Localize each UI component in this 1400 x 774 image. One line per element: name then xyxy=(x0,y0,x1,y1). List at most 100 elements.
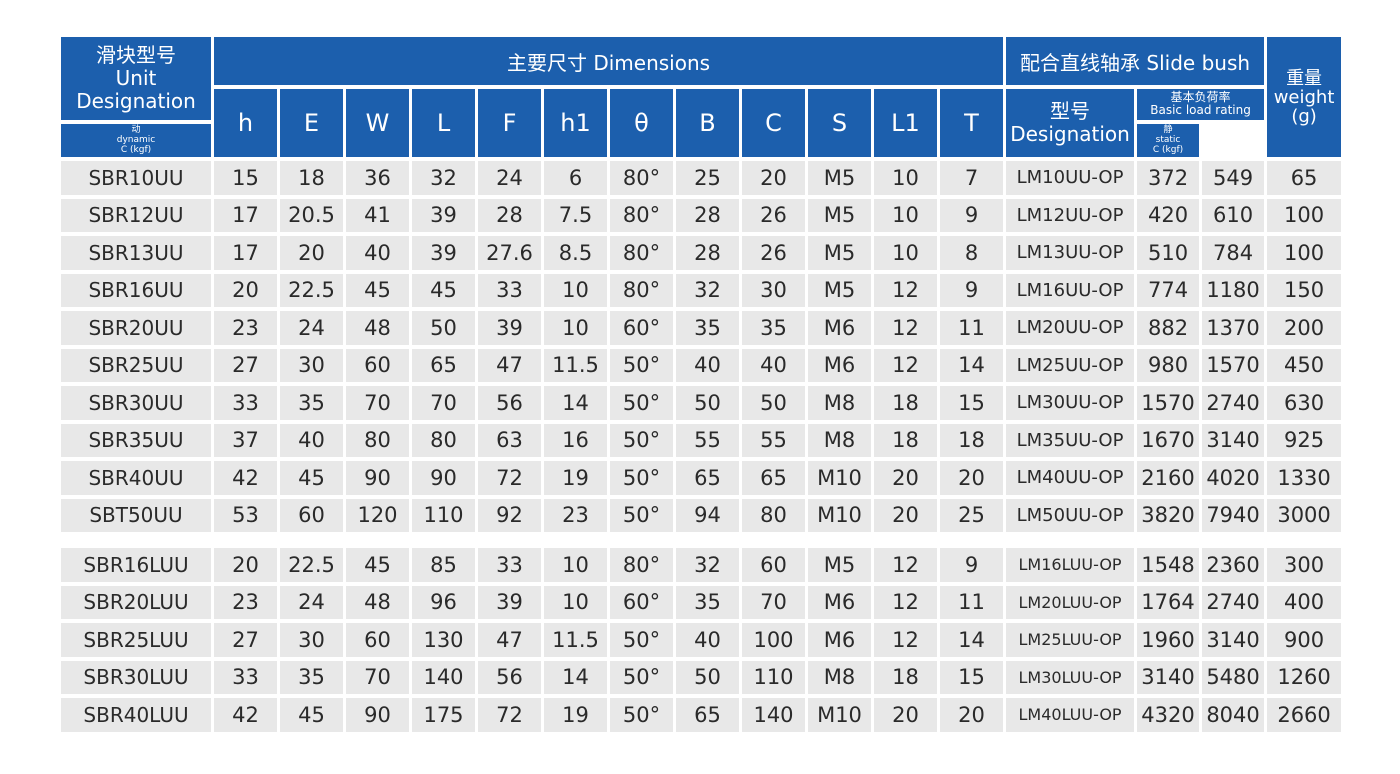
b-cell: 65 xyxy=(676,461,739,495)
dynamic-en-label: dynamic xyxy=(116,135,156,146)
theta-cell: 80° xyxy=(610,548,673,582)
table-row: SBR20UU 23 24 48 50 39 10 60° 35 35 M6 12 11 LM20UU-O… xyxy=(61,311,1342,345)
table-row: SBR25LUU 27 30 60 130 47 11.5 50° 40 100 M6 12 14 LM2… xyxy=(61,623,1342,657)
f-cell: 28 xyxy=(478,198,541,232)
weight-en-label: weight xyxy=(1273,86,1335,108)
e-cell: 22.5 xyxy=(280,548,343,582)
table-row: SBR40LUU 42 45 90 175 72 19 50° 65 140 M10 20 20 LM40… xyxy=(61,698,1342,732)
e-cell: 45 xyxy=(280,698,343,732)
table-row: SBR40UU 42 45 90 90 72 19 50° 65 65 M10 20 20 LM40UU-… xyxy=(61,461,1342,495)
dynamic-load-cell: 3820 xyxy=(1137,498,1200,532)
s-cell: M6 xyxy=(808,623,871,657)
weight-cell: 2660 xyxy=(1267,698,1342,732)
w-cell: 120 xyxy=(346,498,409,532)
t-cell: 18 xyxy=(940,423,1004,457)
table-row: SBR30UU 33 35 70 70 56 14 50° 50 50 M8 18 15 LM30UU-O… xyxy=(61,386,1342,420)
weight-cn-label: 重量 xyxy=(1286,67,1323,89)
weight-cell: 630 xyxy=(1267,386,1342,420)
w-cell: 60 xyxy=(346,348,409,382)
static-load-cell: 549 xyxy=(1202,161,1265,195)
l-cell: 80 xyxy=(412,423,475,457)
b-cell: 28 xyxy=(676,236,739,270)
theta-cell: 50° xyxy=(610,498,673,532)
h1-cell: 10 xyxy=(544,585,607,619)
b-cell: 40 xyxy=(676,348,739,382)
l-cell: 130 xyxy=(412,623,475,657)
h1-cell: 19 xyxy=(544,461,607,495)
weight-header: 重量 weight (g) xyxy=(1267,37,1342,157)
theta-cell: 50° xyxy=(610,623,673,657)
h-cell: 53 xyxy=(214,498,277,532)
l1-cell: 18 xyxy=(874,386,937,420)
col-f-header: F xyxy=(478,89,541,157)
t-cell: 20 xyxy=(940,698,1004,732)
h1-cell: 11.5 xyxy=(544,348,607,382)
e-cell: 20.5 xyxy=(280,198,343,232)
c-cell: 26 xyxy=(742,236,805,270)
e-cell: 22.5 xyxy=(280,273,343,307)
bush-designation-cell: LM16UU-OP xyxy=(1006,273,1135,307)
h-cell: 23 xyxy=(214,585,277,619)
s-cell: M8 xyxy=(808,423,871,457)
rating-cn-label: 基本负荷率 xyxy=(1170,90,1231,105)
h-cell: 27 xyxy=(214,348,277,382)
h1-cell: 10 xyxy=(544,548,607,582)
t-cell: 20 xyxy=(940,461,1004,495)
bush-designation-cell: LM40LUU-OP xyxy=(1006,698,1135,732)
table-row: SBR25UU 27 30 60 65 47 11.5 50° 40 40 M6 12 14 LM25UU… xyxy=(61,348,1342,382)
h-cell: 27 xyxy=(214,623,277,657)
h1-cell: 10 xyxy=(544,311,607,345)
weight-cell: 200 xyxy=(1267,311,1342,345)
b-cell: 65 xyxy=(676,698,739,732)
f-cell: 72 xyxy=(478,698,541,732)
w-cell: 70 xyxy=(346,660,409,694)
c-cell: 80 xyxy=(742,498,805,532)
section-spacer-cell xyxy=(61,536,1341,544)
s-cell: M8 xyxy=(808,660,871,694)
t-cell: 8 xyxy=(940,236,1004,270)
static-load-cell: 4020 xyxy=(1202,461,1265,495)
c-cell: 50 xyxy=(742,386,805,420)
e-cell: 18 xyxy=(280,161,343,195)
col-t-header: T xyxy=(940,89,1004,157)
t-cell: 11 xyxy=(940,585,1004,619)
bush-designation-cell: LM10UU-OP xyxy=(1006,161,1135,195)
f-cell: 92 xyxy=(478,498,541,532)
h1-cell: 14 xyxy=(544,660,607,694)
h-cell: 33 xyxy=(214,660,277,694)
dimensions-header: 主要尺寸 Dimensions xyxy=(214,37,1004,85)
b-cell: 35 xyxy=(676,311,739,345)
bush-designation-cell: LM35UU-OP xyxy=(1006,423,1135,457)
h-cell: 20 xyxy=(214,548,277,582)
col-l1-header: L1 xyxy=(874,89,937,157)
t-cell: 14 xyxy=(940,348,1004,382)
col-h1-header: h1 xyxy=(544,89,607,157)
h1-cell: 7.5 xyxy=(544,198,607,232)
e-cell: 24 xyxy=(280,585,343,619)
h-cell: 17 xyxy=(214,198,277,232)
l-cell: 39 xyxy=(412,236,475,270)
h-cell: 42 xyxy=(214,461,277,495)
unit-designation-cell: SBR40UU xyxy=(61,461,211,495)
h1-cell: 8.5 xyxy=(544,236,607,270)
l-cell: 32 xyxy=(412,161,475,195)
c-cell: 35 xyxy=(742,311,805,345)
dynamic-load-cell: 774 xyxy=(1137,273,1200,307)
c-cell: 40 xyxy=(742,348,805,382)
l1-cell: 10 xyxy=(874,236,937,270)
l-cell: 50 xyxy=(412,311,475,345)
t-cell: 9 xyxy=(940,548,1004,582)
static-load-cell: 5480 xyxy=(1202,660,1265,694)
designation-en-label: Designation xyxy=(76,88,196,113)
f-cell: 72 xyxy=(478,461,541,495)
b-cell: 94 xyxy=(676,498,739,532)
l1-cell: 12 xyxy=(874,548,937,582)
dynamic-load-cell: 1960 xyxy=(1137,623,1200,657)
w-cell: 90 xyxy=(346,461,409,495)
c-cell: 26 xyxy=(742,198,805,232)
bush-model-cn-label: 型号 xyxy=(1050,99,1091,123)
l-cell: 90 xyxy=(412,461,475,495)
w-cell: 48 xyxy=(346,585,409,619)
table-row: SBR13UU 17 20 40 39 27.6 8.5 80° 28 26 M5 10 8 LM13UU… xyxy=(61,236,1342,270)
w-cell: 60 xyxy=(346,623,409,657)
